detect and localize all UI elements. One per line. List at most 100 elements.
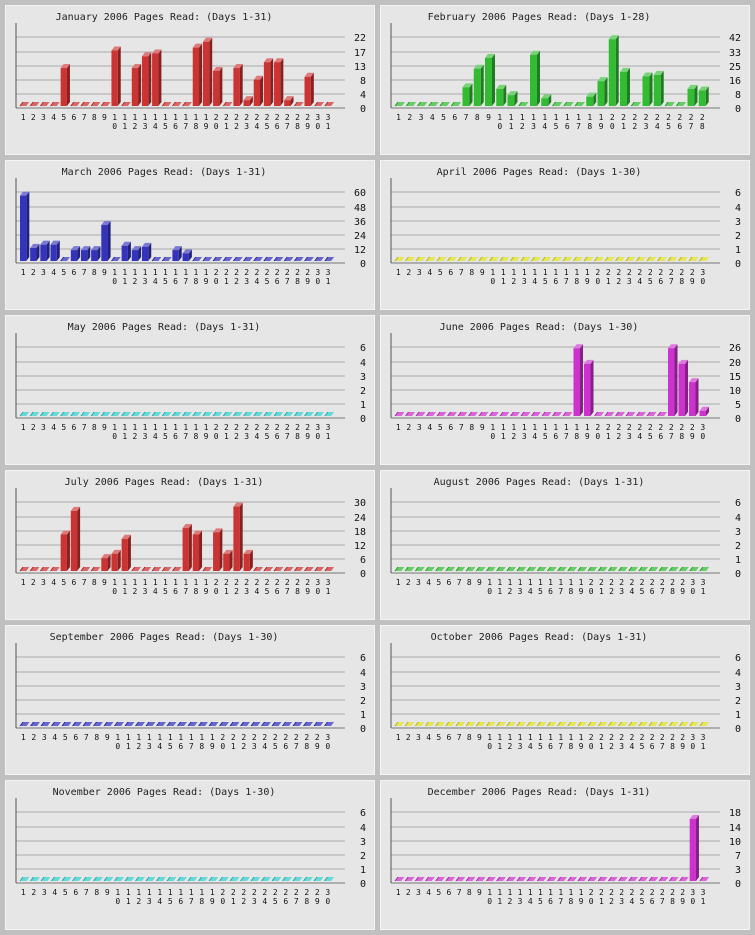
- bar-day-17: [182, 411, 192, 417]
- x-tick-label: 1: [396, 578, 401, 587]
- y-tick-label: 2: [735, 696, 741, 707]
- x-tick-label-digit: 3: [627, 277, 632, 286]
- x-tick-label: 2: [669, 268, 674, 277]
- x-tick-label: 6: [72, 113, 77, 122]
- x-tick-label-digit: 9: [305, 122, 310, 131]
- x-tick-label: 2: [648, 423, 653, 432]
- bar-day-16: [563, 101, 574, 107]
- x-tick-label-digit: 1: [126, 742, 131, 751]
- x-tick-label: 2: [31, 888, 36, 897]
- bar-day-28: [293, 101, 304, 107]
- x-tick-label: 2: [660, 578, 665, 587]
- x-tick-label: 1: [396, 888, 401, 897]
- chart-panel-4: April 2006 Pages Read: (Days 1-30) 6 4 3 2 1 0…: [380, 160, 750, 310]
- x-tick-label-digit: 0: [589, 587, 594, 596]
- bar-day-25: [638, 566, 649, 572]
- x-tick-label: 1: [543, 423, 548, 432]
- x-tick-label: 1: [599, 113, 604, 122]
- x-tick-label-digit: 4: [153, 122, 158, 131]
- y-tick-label: 48: [354, 203, 366, 214]
- x-tick-label: 1: [143, 268, 148, 277]
- x-tick-label: 2: [254, 268, 259, 277]
- x-tick-label: 1: [136, 888, 141, 897]
- bar-day-27: [687, 84, 698, 106]
- x-tick-label-digit: 3: [244, 122, 249, 131]
- x-tick-label: 1: [508, 888, 513, 897]
- x-tick-label: 1: [173, 113, 178, 122]
- bar-day-27: [658, 876, 669, 882]
- x-tick-label: 1: [112, 113, 117, 122]
- x-tick-label-digit: 0: [315, 432, 320, 441]
- x-tick-label: 1: [396, 733, 401, 742]
- x-tick-label: 2: [295, 268, 300, 277]
- bar-day-22: [607, 876, 618, 882]
- x-tick-label: 1: [133, 113, 138, 122]
- bar-day-22: [240, 721, 251, 727]
- x-tick-label: 4: [52, 888, 57, 897]
- x-tick-label-digit: 9: [210, 742, 215, 751]
- bar-day-25: [271, 721, 282, 727]
- bar-day-16: [172, 411, 182, 417]
- x-tick-label: 2: [610, 113, 615, 122]
- bar-day-28: [293, 566, 304, 572]
- x-tick-label-digit: 2: [609, 897, 614, 906]
- x-tick-label: 2: [31, 733, 36, 742]
- bar-day-9: [100, 411, 111, 417]
- bar-day-19: [208, 876, 219, 882]
- x-tick-label-digit: 1: [497, 897, 502, 906]
- x-tick-label-digit: 4: [629, 897, 634, 906]
- bar-day-27: [284, 96, 294, 106]
- bar-day-3: [39, 101, 50, 107]
- x-tick-label: 1: [553, 268, 558, 277]
- x-tick-label: 4: [426, 733, 431, 742]
- bar-day-23: [243, 411, 253, 417]
- x-tick-label: 1: [396, 113, 401, 122]
- bar-day-19: [577, 721, 588, 727]
- x-tick-label: 3: [416, 733, 421, 742]
- bar-day-3: [39, 411, 50, 417]
- y-tick-label: 3: [735, 865, 741, 876]
- x-tick-label-digit: 4: [153, 432, 158, 441]
- x-tick-label-digit: 2: [241, 897, 246, 906]
- x-tick-label-digit: 8: [670, 897, 675, 906]
- chart-title: July 2006 Pages Read: (Days 1-31): [65, 477, 264, 488]
- y-tick-label: 2: [360, 696, 366, 707]
- x-tick-label: 1: [21, 578, 26, 587]
- bar-day-12: [131, 566, 142, 572]
- bar-day-19: [202, 37, 213, 107]
- x-tick-label-digit: 6: [677, 122, 682, 131]
- x-tick-label-digit: 3: [143, 587, 148, 596]
- chart-title: June 2006 Pages Read: (Days 1-30): [440, 322, 639, 333]
- x-tick-label-digit: 9: [305, 277, 310, 286]
- x-tick-label-digit: 0: [700, 277, 705, 286]
- bar-day-14: [541, 94, 552, 106]
- x-tick-label-digit: 6: [275, 587, 280, 596]
- bar-day-22: [615, 256, 626, 262]
- x-tick-label-digit: 5: [648, 277, 653, 286]
- bar-day-21: [222, 411, 233, 417]
- x-tick-label: 1: [579, 888, 584, 897]
- bar-day-18: [573, 256, 584, 262]
- x-tick-label-digit: 9: [204, 587, 209, 596]
- bar-day-7: [82, 721, 93, 727]
- bar-day-3: [40, 876, 51, 882]
- bar-day-9: [101, 221, 111, 261]
- bar-day-7: [455, 876, 466, 882]
- bar-day-6: [72, 876, 83, 882]
- x-tick-label: 2: [632, 113, 637, 122]
- bar-day-1: [19, 101, 30, 107]
- x-tick-label: 1: [204, 268, 209, 277]
- bar-day-18: [198, 876, 209, 882]
- x-tick-label: 9: [480, 423, 485, 432]
- x-tick-label: 2: [234, 113, 239, 122]
- x-tick-label-digit: 0: [315, 122, 320, 131]
- bar-day-25: [638, 876, 649, 882]
- bar-day-30: [314, 566, 324, 572]
- bar-day-15: [161, 566, 172, 572]
- chart-panel-8: August 2006 Pages Read: (Days 1-31) 6 4 3 2 1…: [380, 470, 750, 620]
- bar-day-13: [516, 721, 527, 727]
- x-tick-label: 1: [21, 423, 26, 432]
- x-tick-label: 2: [252, 888, 257, 897]
- x-tick-label: 2: [650, 733, 655, 742]
- y-tick-label: 4: [360, 823, 366, 834]
